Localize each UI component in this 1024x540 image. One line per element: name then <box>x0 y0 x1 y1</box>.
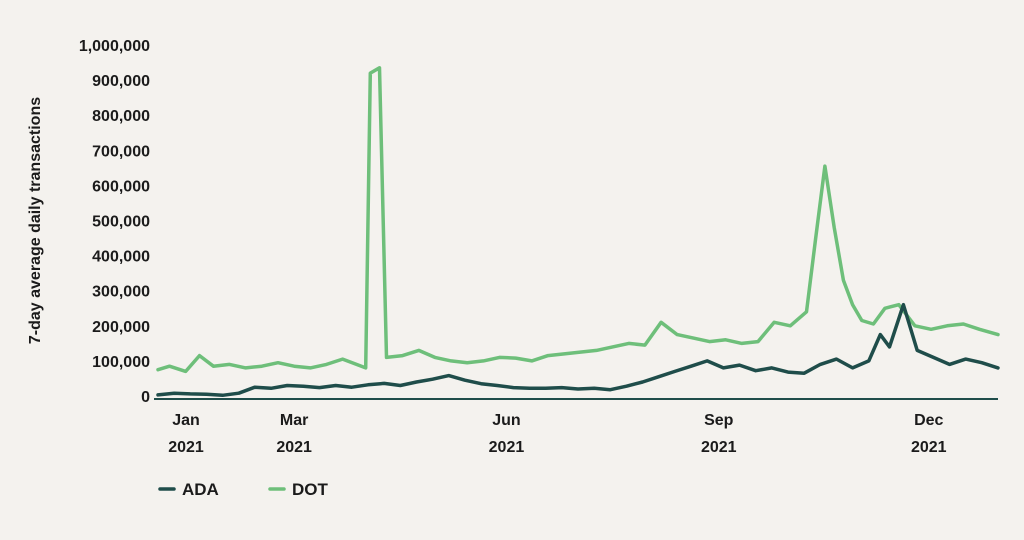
series-lines <box>156 66 1000 398</box>
y-tick-label: 100,000 <box>92 354 150 371</box>
y-tick-label: 500,000 <box>92 214 150 231</box>
x-tick-month: Sep <box>704 412 734 429</box>
x-tick-month: Jun <box>492 412 520 429</box>
series-line-ada <box>156 302 1000 398</box>
x-tick-year: 2021 <box>911 439 947 456</box>
y-tick-label: 700,000 <box>92 143 150 160</box>
y-tick-label: 200,000 <box>92 319 150 336</box>
y-tick-label: 1,000,000 <box>79 38 150 55</box>
y-tick-label: 300,000 <box>92 284 150 301</box>
y-tick-label: 800,000 <box>92 108 150 125</box>
y-tick-label: 900,000 <box>92 73 150 90</box>
legend-label-ada: ADA <box>182 480 219 499</box>
x-tick-year: 2021 <box>701 439 737 456</box>
y-axis-label: 7-day average daily transactions <box>27 97 44 344</box>
x-tick-year: 2021 <box>168 439 204 456</box>
y-tick-label: 600,000 <box>92 178 150 195</box>
y-tick-label: 0 <box>141 389 150 406</box>
y-tick-label: 400,000 <box>92 249 150 266</box>
y-axis-ticks: 0 100,000 200,000 300,000 400,000 500,000 600,… <box>79 38 150 406</box>
x-tick-year: 2021 <box>276 439 312 456</box>
series-line-dot <box>156 66 1000 374</box>
x-tick-year: 2021 <box>489 439 525 456</box>
x-tick-month: Mar <box>280 412 308 429</box>
x-tick-month: Dec <box>914 412 943 429</box>
legend-label-dot: DOT <box>292 480 329 499</box>
x-axis-ticks: Jan 2021 Mar 2021 Jun 2021 Sep 2021 Dec 2021 <box>168 412 946 456</box>
x-tick-month: Jan <box>172 412 200 429</box>
legend: ADA DOT <box>158 480 329 499</box>
